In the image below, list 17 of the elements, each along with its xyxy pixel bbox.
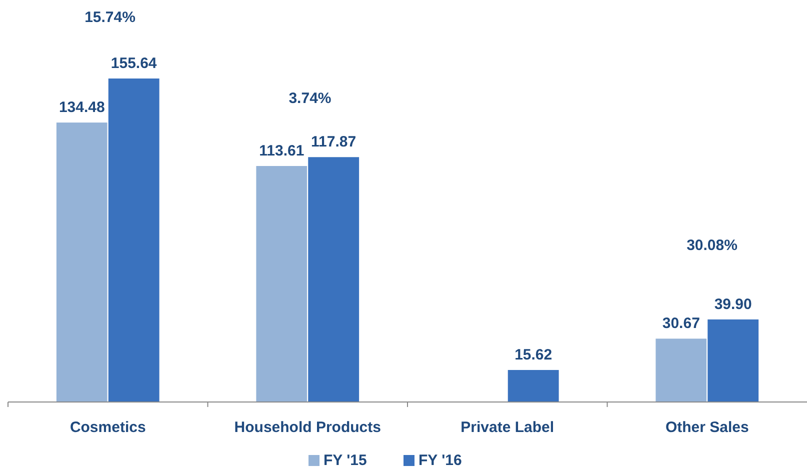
text: 15.74%	[84, 9, 136, 26]
data-label: 15.62	[514, 346, 552, 364]
x-tick-label: Household Products	[234, 419, 381, 436]
x-tick-label: Private Label	[460, 419, 554, 436]
data-label: 155.64	[110, 55, 158, 72]
data-label: 117.87	[311, 134, 356, 151]
x-tick-label: Cosmetics	[70, 419, 146, 436]
data-label: 30.67	[662, 315, 700, 332]
data-label: 134.48	[58, 99, 105, 116]
legend-label: FY '15	[324, 452, 367, 469]
data-label: 113.61	[259, 142, 304, 160]
legend-label: FY '16	[418, 452, 462, 469]
annotation: 3.74%	[288, 90, 332, 107]
annotation: 30.08%	[686, 237, 738, 254]
bar	[506, 368, 560, 402]
data-label: 39.90	[714, 296, 752, 313]
x-tick-label: Other Sales	[665, 419, 749, 436]
